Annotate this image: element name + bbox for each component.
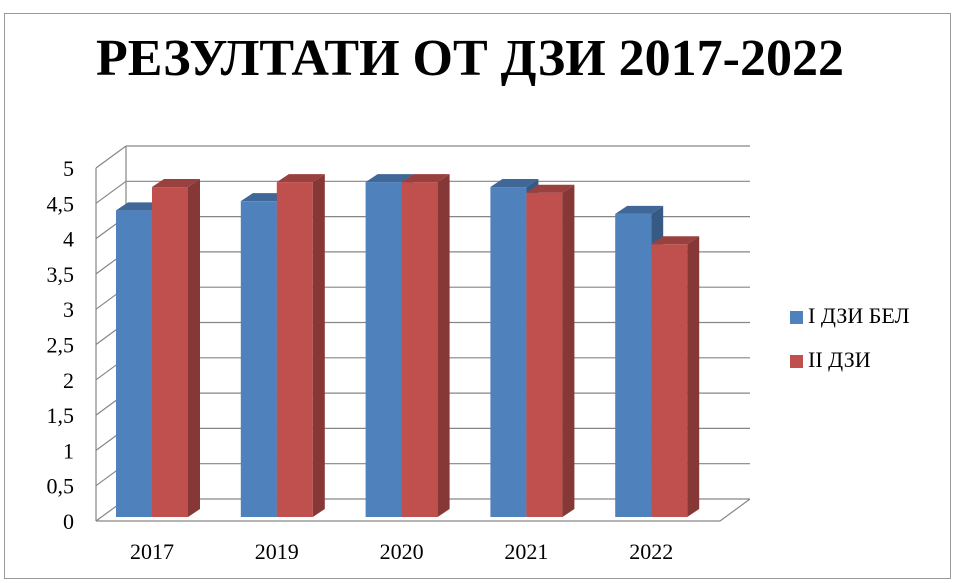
floor-right-edge xyxy=(719,498,751,522)
bar-series2 xyxy=(276,182,313,517)
bar-side xyxy=(562,184,575,517)
bar-series1 xyxy=(490,187,527,517)
legend-swatch xyxy=(790,311,803,324)
legend-swatch xyxy=(790,355,803,368)
bar-series1 xyxy=(615,213,652,517)
y-tick-label: 4,5 xyxy=(47,191,75,216)
bar-series1 xyxy=(365,182,402,517)
bar-side xyxy=(437,174,450,517)
bar-series2 xyxy=(526,192,563,517)
bar-top xyxy=(651,236,700,245)
bar-side xyxy=(188,179,200,517)
bar-top xyxy=(401,174,450,183)
y-tick-label: 0,5 xyxy=(47,474,75,499)
bar-side xyxy=(312,174,325,517)
gridline-depth xyxy=(95,180,127,204)
x-tick-label: 2022 xyxy=(629,539,673,564)
y-tick-label: 3 xyxy=(63,297,74,322)
y-tick-label: 2 xyxy=(63,368,74,393)
y-tick-label: 0 xyxy=(63,509,74,534)
y-tick-label: 2,5 xyxy=(47,333,75,358)
bar-top xyxy=(152,179,200,188)
y-tick-label: 3,5 xyxy=(47,262,75,287)
y-tick-label: 1 xyxy=(63,438,74,463)
bar-series1 xyxy=(240,201,277,517)
bar-top xyxy=(615,205,664,214)
bar-top xyxy=(365,174,414,183)
bar-top xyxy=(276,174,325,183)
legend-label: II ДЗИ xyxy=(808,347,871,372)
bar-series2 xyxy=(152,187,188,517)
chart-title: РЕЗУЛТАТИ ОТ ДЗИ 2017-2022 xyxy=(96,30,844,87)
y-tick-label: 1,5 xyxy=(47,403,75,428)
bar-side xyxy=(687,236,700,518)
bar-series2 xyxy=(651,244,688,518)
bar-top xyxy=(490,179,539,188)
bar-series2 xyxy=(401,182,438,517)
x-tick-label: 2021 xyxy=(504,539,548,564)
gridline-depth xyxy=(95,145,127,169)
bar-series1 xyxy=(116,210,152,518)
legend-label: I ДЗИ БЕЛ xyxy=(808,303,910,328)
bar-top xyxy=(526,184,575,193)
x-tick-label: 2017 xyxy=(130,539,174,564)
x-tick-label: 2020 xyxy=(380,539,424,564)
y-tick-label: 5 xyxy=(63,156,74,181)
y-tick-label: 4 xyxy=(63,227,74,252)
x-tick-label: 2019 xyxy=(255,539,299,564)
